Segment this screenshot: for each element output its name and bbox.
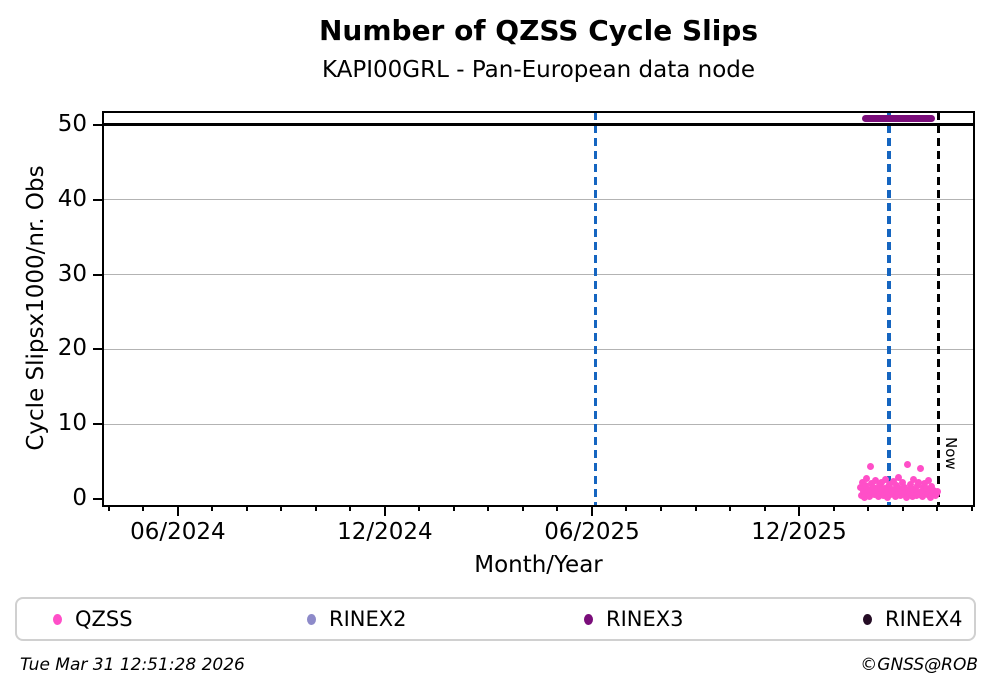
qzss-point xyxy=(862,481,870,489)
qzss-point xyxy=(900,489,908,497)
qzss-point xyxy=(925,477,933,485)
copyright-credit: ©GNSS@ROB xyxy=(860,655,978,675)
qzss-point xyxy=(903,461,911,469)
rinex3-marker-icon xyxy=(584,613,593,625)
legend-label: QZSS xyxy=(75,607,133,631)
gridline xyxy=(104,423,973,426)
legend-label: RINEX2 xyxy=(329,607,407,631)
gridline xyxy=(104,198,973,201)
legend: QZSS RINEX2 RINEX3 RINEX4 xyxy=(15,597,976,641)
qzss-point xyxy=(914,478,922,486)
now-line xyxy=(937,112,940,506)
qzss-point xyxy=(918,487,926,495)
plot-area xyxy=(102,111,975,507)
qzss-point xyxy=(863,474,871,482)
gridline xyxy=(104,273,973,276)
qzss-point xyxy=(878,488,886,496)
qzss-point xyxy=(928,483,936,491)
qzss-point xyxy=(882,489,890,497)
qzss-point xyxy=(868,480,876,488)
legend-item-qzss: QZSS xyxy=(53,607,133,631)
qzss-point xyxy=(885,480,893,488)
legend-item-rinex2: RINEX2 xyxy=(307,607,407,631)
qzss-point xyxy=(919,492,927,500)
qzss-point xyxy=(927,493,935,501)
qzss-point xyxy=(867,462,875,470)
qzss-point xyxy=(893,481,901,489)
qzss-marker-icon xyxy=(53,613,62,625)
rinex2-marker-icon xyxy=(307,613,316,625)
qzss-point xyxy=(860,487,868,495)
qzss-point xyxy=(856,483,864,491)
chart-subtitle: KAPI00GRL - Pan-European data node xyxy=(321,57,756,83)
qzss-point xyxy=(902,493,910,501)
rinex4-marker-icon xyxy=(863,613,872,625)
qzss-point xyxy=(879,492,887,500)
chart-title: Number of QZSS Cycle Slips xyxy=(318,14,759,47)
qzss-point xyxy=(913,482,921,490)
timestamp: Tue Mar 31 12:51:28 2026 xyxy=(20,655,245,675)
gridline xyxy=(104,348,973,351)
qzss-point xyxy=(890,477,898,485)
legend-label: RINEX4 xyxy=(885,607,963,631)
qzss-point xyxy=(895,474,903,482)
event-line-1 xyxy=(593,112,598,506)
x-axis-label: Month/Year xyxy=(474,552,603,578)
qzss-point xyxy=(875,482,883,490)
qzss-point xyxy=(877,479,885,487)
qzss-point xyxy=(881,475,889,483)
qzss-point xyxy=(909,476,917,484)
qzss-point xyxy=(933,487,941,495)
qzss-point xyxy=(899,479,907,487)
qzss-point xyxy=(917,465,924,473)
qzss-point xyxy=(921,480,929,488)
legend-item-rinex3: RINEX3 xyxy=(584,607,684,631)
qzss-point xyxy=(880,484,888,492)
event-line-2 xyxy=(886,112,891,506)
qzss-point xyxy=(872,477,880,485)
qzss-point xyxy=(866,492,874,500)
qzss-point xyxy=(906,480,914,488)
legend-item-rinex4: RINEX4 xyxy=(863,607,963,631)
qzss-point xyxy=(908,492,916,500)
qzss-point xyxy=(873,486,881,494)
qzss-point xyxy=(911,486,919,494)
qzss-point xyxy=(865,486,873,494)
legend-label: RINEX3 xyxy=(606,607,684,631)
qzss-point xyxy=(907,484,915,492)
qzss-point xyxy=(861,493,869,501)
